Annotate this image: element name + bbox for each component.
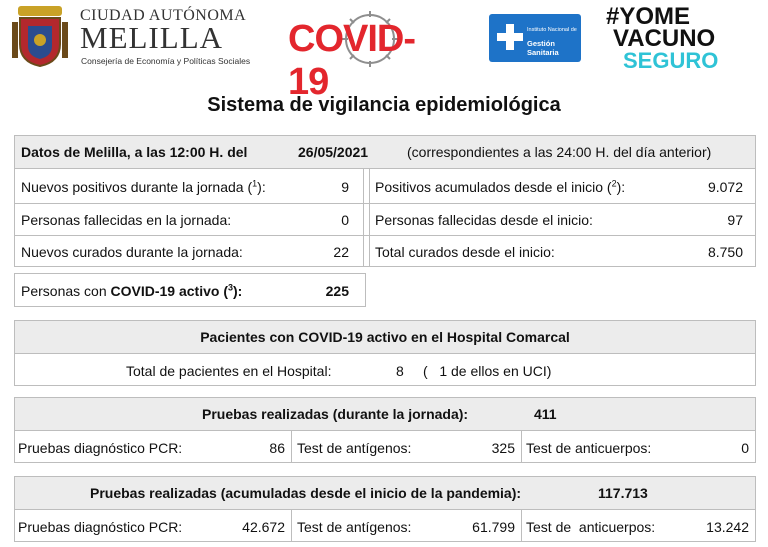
recovered-today-value: 22	[333, 244, 349, 260]
melilla-coat-of-arms-icon	[10, 4, 70, 68]
report-note: (correspondientes a las 24:00 H. del día…	[407, 144, 712, 160]
hospital-total-label: Total de pacientes en el Hospital:	[126, 363, 332, 379]
total-tests-total: 117.713	[598, 485, 648, 501]
new-positives-label: Nuevos positivos durante la jornada (1):	[21, 178, 266, 195]
total-pcr-value: 42.672	[242, 519, 285, 535]
recovered-total-label: Total curados desde el inicio:	[375, 244, 555, 260]
covid-logo-text: COVID-19	[288, 18, 416, 103]
deaths-total-value: 97	[727, 212, 743, 228]
total-positives-value: 9.072	[707, 179, 743, 195]
vacuno-line3: SEGURO	[623, 48, 719, 73]
report-date: 26/05/2021	[298, 144, 369, 160]
covid-logo: COVID-19	[284, 8, 444, 103]
ingesa-logo: Instituto Nacional de Gestión Sanitaria	[489, 14, 581, 62]
daily-header-row	[15, 136, 755, 168]
ingesa-line2: Gestión Sanitaria	[527, 39, 559, 57]
total-positives-label: Positivos acumulados desde el inicio (2)…	[375, 178, 626, 195]
active-cases-label: Personas con COVID-19 activo (3):	[21, 282, 243, 299]
hospital-heading: Pacientes con COVID-19 activo en el Hosp…	[200, 329, 570, 345]
vacuno-line1: #YOME	[606, 3, 691, 30]
new-positives-value: 9	[341, 179, 349, 195]
active-cases-value: 225	[325, 283, 349, 299]
deaths-total-label: Personas fallecidas desde el inicio:	[375, 212, 593, 228]
city-name-line2: MELILLA	[80, 20, 224, 55]
virus-icon	[342, 11, 398, 67]
page-title: Sistema de vigilancia epidemiológica	[207, 94, 561, 116]
daily-antibody-label: Test de anticuerpos:	[526, 440, 652, 456]
daily-tests-total: 411	[534, 406, 557, 422]
city-name-line1: CIUDAD AUTÓNOMA	[80, 7, 247, 24]
recovered-today-label: Nuevos curados durante la jornada:	[21, 244, 243, 260]
daily-tests-heading: Pruebas realizadas (durante la jornada):	[202, 406, 469, 422]
ingesa-line1: Instituto Nacional de	[527, 27, 577, 33]
total-antibody-value: 13.242	[706, 519, 749, 535]
total-tests-table: Pruebas realizadas (acumuladas desde el …	[14, 476, 756, 542]
total-tests-heading: Pruebas realizadas (acumuladas desde el …	[90, 485, 522, 501]
daily-tests-table: Pruebas realizadas (durante la jornada):…	[14, 397, 756, 463]
date-prefix: Datos de Melilla, a las 12:00 H. del	[21, 144, 248, 160]
vacuno-line2: VACUNO	[613, 25, 716, 52]
hospital-table: Pacientes con COVID-19 activo en el Hosp…	[14, 320, 756, 386]
deaths-today-label: Personas fallecidas en la jornada:	[21, 212, 232, 228]
total-antigen-value: 61.799	[472, 519, 515, 535]
deaths-today-value: 0	[341, 212, 349, 228]
total-antigen-label: Test de antígenos:	[297, 519, 412, 535]
cross-icon	[497, 24, 523, 50]
daily-antigen-value: 325	[491, 440, 515, 456]
active-cases-box: Personas con COVID-19 activo (3): 225	[14, 273, 366, 307]
daily-antibody-value: 0	[741, 440, 749, 456]
daily-antigen-label: Test de antígenos:	[297, 440, 412, 456]
recovered-total-value: 8.750	[707, 244, 743, 260]
daily-pcr-label: Pruebas diagnóstico PCR:	[18, 440, 183, 456]
daily-pcr-value: 86	[269, 440, 285, 456]
hospital-total-value: 8	[396, 363, 404, 379]
city-department: Consejería de Economía y Políticas Socia…	[81, 56, 251, 66]
daily-data-table: Datos de Melilla, a las 12:00 H. del 26/…	[14, 135, 756, 267]
total-antibody-label: Test de anticuerpos:	[526, 519, 656, 535]
hospital-uci-text: ( 1 de ellos en UCI)	[423, 363, 552, 379]
total-pcr-label: Pruebas diagnóstico PCR:	[18, 519, 183, 535]
